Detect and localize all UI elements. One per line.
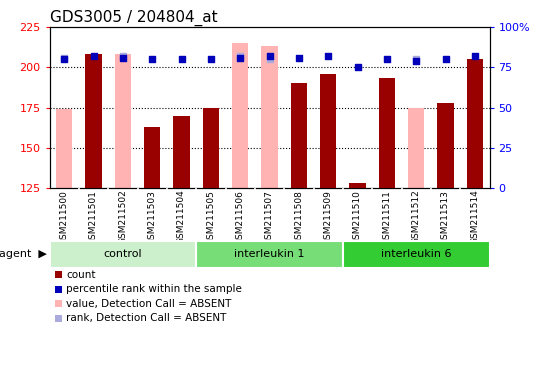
- Text: count: count: [67, 270, 96, 280]
- Text: GDS3005 / 204804_at: GDS3005 / 204804_at: [50, 9, 217, 25]
- Point: [470, 53, 479, 59]
- Bar: [408, 108, 424, 188]
- Bar: [261, 46, 278, 188]
- FancyBboxPatch shape: [343, 241, 490, 268]
- Text: GSM211514: GSM211514: [470, 190, 480, 245]
- Bar: [467, 59, 483, 188]
- Bar: [379, 78, 395, 188]
- Bar: [320, 74, 336, 188]
- Point: [353, 64, 362, 70]
- Bar: [437, 103, 454, 188]
- Bar: [85, 54, 102, 188]
- Text: rank, Detection Call = ABSENT: rank, Detection Call = ABSENT: [67, 313, 227, 323]
- Text: GSM211505: GSM211505: [206, 190, 216, 245]
- Text: percentile rank within the sample: percentile rank within the sample: [67, 284, 242, 294]
- Bar: [203, 108, 219, 188]
- Text: GSM211513: GSM211513: [441, 190, 450, 245]
- Point: [89, 53, 98, 59]
- Text: GSM211501: GSM211501: [89, 190, 98, 245]
- Point: [265, 53, 274, 59]
- Bar: [56, 109, 72, 188]
- Text: GSM211504: GSM211504: [177, 190, 186, 245]
- Text: GSM211512: GSM211512: [411, 190, 421, 245]
- Bar: [144, 127, 160, 188]
- Text: GSM211503: GSM211503: [147, 190, 157, 245]
- Text: agent  ▶: agent ▶: [0, 249, 47, 260]
- Text: control: control: [103, 249, 142, 260]
- Point: [324, 53, 333, 59]
- Point: [236, 53, 245, 59]
- FancyBboxPatch shape: [50, 241, 196, 268]
- Point: [382, 56, 391, 62]
- Point: [60, 55, 69, 61]
- Text: GSM211507: GSM211507: [265, 190, 274, 245]
- Text: GSM211510: GSM211510: [353, 190, 362, 245]
- Point: [118, 53, 127, 59]
- Point: [206, 56, 215, 62]
- Text: GSM211500: GSM211500: [59, 190, 69, 245]
- Point: [177, 56, 186, 62]
- Point: [412, 58, 421, 64]
- Point: [236, 55, 245, 61]
- Text: interleukin 1: interleukin 1: [234, 249, 305, 260]
- Point: [265, 56, 274, 62]
- Bar: [115, 54, 131, 188]
- Text: GSM211511: GSM211511: [382, 190, 392, 245]
- Bar: [232, 43, 248, 188]
- Text: GSM211509: GSM211509: [323, 190, 333, 245]
- Point: [60, 56, 69, 62]
- Point: [412, 56, 421, 62]
- Point: [441, 56, 450, 62]
- Text: interleukin 6: interleukin 6: [381, 249, 452, 260]
- Bar: [349, 183, 366, 188]
- FancyBboxPatch shape: [196, 241, 343, 268]
- Point: [148, 56, 157, 62]
- Point: [294, 55, 303, 61]
- Text: value, Detection Call = ABSENT: value, Detection Call = ABSENT: [67, 299, 232, 309]
- Bar: [173, 116, 190, 188]
- Text: GSM211506: GSM211506: [235, 190, 245, 245]
- Bar: [291, 83, 307, 188]
- Text: GSM211508: GSM211508: [294, 190, 304, 245]
- Text: GSM211502: GSM211502: [118, 190, 128, 245]
- Point: [118, 55, 127, 61]
